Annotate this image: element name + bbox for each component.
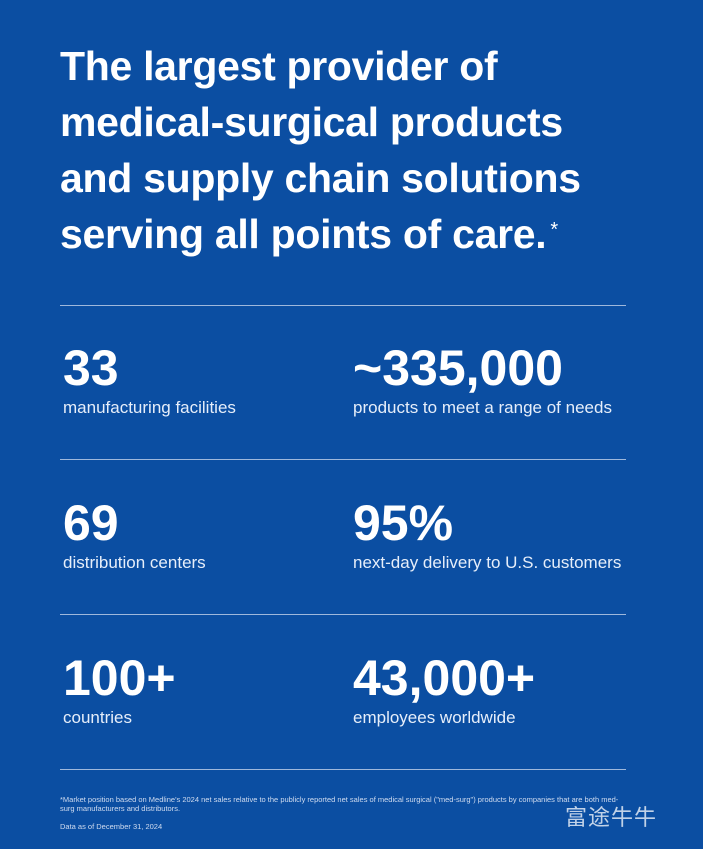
divider: [60, 305, 626, 306]
stat-label: next-day delivery to U.S. customers: [353, 553, 622, 572]
stat: ~335,000 products to meet a range of need…: [353, 341, 653, 419]
stat-label: manufacturing facilities: [63, 398, 236, 417]
stat-value: ~335,000: [353, 340, 563, 396]
stat: 69 distribution centers: [63, 496, 363, 574]
stat-label: employees worldwide: [353, 708, 516, 727]
stat: 33 manufacturing facilities: [63, 341, 363, 419]
stat-value: 100+: [63, 650, 176, 706]
stat-label: products to meet a range of needs: [353, 398, 612, 417]
stat: 95% next-day delivery to U.S. customers: [353, 496, 653, 574]
title-line: and supply chain solutions: [60, 155, 581, 201]
title-line: medical-surgical products: [60, 99, 563, 145]
stat-label: distribution centers: [63, 553, 206, 572]
title-text: serving all points of care.: [60, 211, 547, 257]
divider: [60, 614, 626, 615]
stat-value: 43,000+: [353, 650, 536, 706]
title-line: The largest provider of: [60, 43, 498, 89]
divider: [60, 769, 626, 770]
title-line: serving all points of care. *: [60, 206, 581, 262]
stat-label: countries: [63, 708, 132, 727]
footnote: *Market position based on Medline's 2024…: [60, 795, 619, 813]
stat: 43,000+ employees worldwide: [353, 651, 653, 729]
data-date: Data as of December 31, 2024: [60, 822, 163, 831]
stat: 100+ countries: [63, 651, 363, 729]
stat-value: 69: [63, 495, 119, 551]
watermark: 富途牛牛: [565, 805, 658, 830]
title-mark: *: [550, 219, 558, 241]
stat-value: 33: [63, 340, 119, 396]
divider: [60, 459, 626, 460]
stat-value: 95%: [353, 495, 454, 551]
title: The largest provider of medical-surgical…: [60, 38, 581, 262]
